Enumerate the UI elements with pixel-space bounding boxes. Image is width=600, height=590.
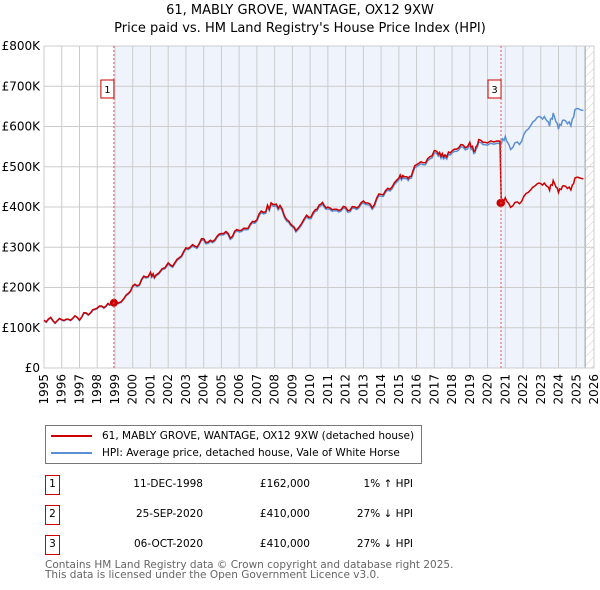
marker-badge: 2: [45, 505, 60, 525]
y-tick-label: £700K: [2, 79, 42, 93]
footer-line: Contains HM Land Registry data © Crown c…: [45, 559, 454, 571]
sale-marker-box: [100, 79, 115, 99]
x-tick-label: 2004: [197, 374, 211, 405]
x-tick-label: 2019: [463, 374, 477, 405]
x-tick-label: 2016: [410, 374, 424, 405]
y-tick-label: £800K: [2, 39, 42, 53]
hpi-diff: 27% ↓ HPI: [356, 538, 413, 550]
x-tick-label: 1995: [37, 374, 51, 405]
x-tick-label: 2000: [126, 374, 140, 405]
price-chart: 1995 1996 1997 1998 1999 2000 2001 2002 2003 2004…: [2, 39, 600, 405]
legend-item-hpi: HPI: Average price, detached house, Vale…: [51, 447, 400, 459]
legend-swatch-red: [51, 435, 92, 437]
y-tick-label: £500K: [2, 160, 42, 174]
legend-swatch-blue: [51, 452, 92, 454]
x-tick-label: 2024: [552, 374, 566, 405]
sale-date: 06-OCT-2020: [134, 538, 203, 550]
transaction-row: 3 06-OCT-2020 £410,000 27% ↓ HPI: [45, 535, 445, 555]
sale-marker-box: [487, 79, 502, 99]
sale-price: £162,000: [259, 478, 310, 490]
x-tick-label: 2015: [392, 374, 406, 405]
legend-item-property: 61, MABLY GROVE, WANTAGE, OX12 9XW (deta…: [51, 430, 414, 442]
x-tick-label: 2008: [268, 374, 282, 405]
x-tick-label: 2001: [143, 374, 157, 405]
hpi-line: [43, 107, 584, 325]
x-tick-label: 2020: [481, 374, 495, 405]
x-tick-label: 2013: [356, 374, 370, 405]
x-tick-label: 2021: [498, 374, 512, 405]
transaction-row: 1 11-DEC-1998 £162,000 1% ↑ HPI: [45, 475, 445, 495]
x-tick-label: 2009: [285, 374, 299, 405]
legend: 61, MABLY GROVE, WANTAGE, OX12 9XW (deta…: [45, 425, 422, 464]
chart-subtitle: Price paid vs. HM Land Registry's House …: [114, 21, 486, 36]
y-tick-label: £200K: [2, 281, 42, 295]
x-tick-label: 2017: [427, 374, 441, 405]
x-tick-label: 2023: [534, 374, 548, 405]
y-tick-label: £600K: [2, 120, 42, 134]
x-tick-label: 2011: [321, 374, 335, 405]
sale-price: £410,000: [259, 538, 310, 550]
sale-price: £410,000: [259, 508, 310, 520]
x-tick-label: 2007: [250, 374, 264, 405]
legend-label: HPI: Average price, detached house, Vale…: [102, 447, 400, 459]
sale-date: 25-SEP-2020: [135, 508, 203, 520]
x-tick-label: 2014: [374, 374, 388, 405]
x-tick-label: 2026: [587, 374, 600, 405]
y-tick-label: £400K: [2, 200, 42, 214]
property-price-line: [43, 138, 584, 324]
x-tick-label: 2006: [232, 374, 246, 405]
x-tick-label: 2002: [161, 374, 175, 405]
x-tick-label: 1996: [55, 374, 69, 405]
x-tick-label: 2022: [516, 374, 530, 405]
x-tick-label: 1998: [90, 374, 104, 405]
x-tick-label: 2018: [445, 374, 459, 405]
hpi-diff: 27% ↓ HPI: [356, 508, 413, 520]
sale-marker-label: 1: [104, 85, 110, 96]
x-tick-label: 2005: [214, 374, 228, 405]
legend-label: 61, MABLY GROVE, WANTAGE, OX12 9XW (deta…: [102, 430, 415, 442]
y-tick-label: £0: [25, 361, 40, 375]
y-tick-label: £100K: [2, 321, 42, 335]
transaction-row: 2 25-SEP-2020 £410,000 27% ↓ HPI: [45, 505, 445, 525]
sale-date: 11-DEC-1998: [133, 478, 203, 490]
x-tick-label: 2012: [339, 374, 353, 405]
marker-badge: 1: [45, 475, 60, 495]
x-tick-label: 1999: [108, 374, 122, 405]
hpi-diff: 1% ↑ HPI: [363, 478, 413, 490]
x-tick-label: 1997: [72, 374, 86, 405]
plot-border: [43, 45, 595, 369]
footer: Contains HM Land Registry data © Crown c…: [45, 559, 454, 581]
chart-title: 61, MABLY GROVE, WANTAGE, OX12 9XW: [166, 3, 434, 18]
x-tick-label: 2010: [303, 374, 317, 405]
x-tick-label: 2003: [179, 374, 193, 405]
sale-marker-label: 3: [491, 85, 497, 96]
marker-badge: 3: [45, 535, 60, 555]
x-tick-label: 2025: [569, 374, 583, 405]
footer-line: This data is licensed under the Open Gov…: [45, 569, 380, 581]
y-tick-label: £300K: [2, 240, 42, 254]
